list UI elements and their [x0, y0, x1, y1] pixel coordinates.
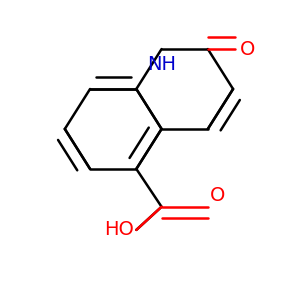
Text: O: O [210, 186, 225, 205]
Text: NH: NH [147, 56, 176, 74]
Text: HO: HO [104, 220, 134, 239]
Text: O: O [239, 40, 255, 58]
